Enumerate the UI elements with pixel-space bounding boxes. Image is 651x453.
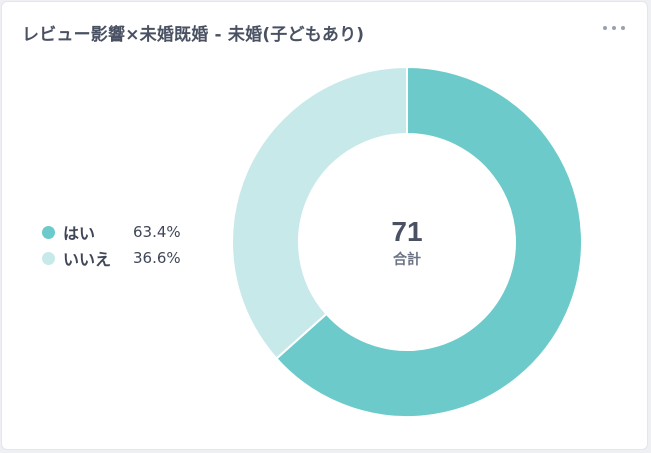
legend-dot-yes (42, 225, 55, 239)
center-total-label: 合計 (393, 251, 421, 268)
legend-value: 36.6% (133, 249, 181, 267)
legend-label: はい (63, 224, 96, 243)
donut-slice-no[interactable] (231, 65, 408, 360)
more-dot (603, 26, 607, 30)
legend-dot-no (42, 251, 55, 265)
donut-slices (231, 65, 583, 418)
center-total: 71 (391, 216, 422, 247)
legend-label: いいえ (63, 250, 112, 269)
legend-value: 63.4% (133, 223, 181, 241)
more-dot (612, 26, 616, 30)
donut-slice-yes[interactable] (275, 65, 583, 418)
more-options-icon[interactable] (603, 18, 625, 38)
chart-title: レビュー影響×未婚既婚 - 未婚(子どもあり) (22, 25, 365, 45)
chart-legend: はい 63.4% いいえ 36.6% (42, 220, 181, 272)
legend-item-yes[interactable]: はい 63.4% (42, 220, 181, 244)
legend-item-no[interactable]: いいえ 36.6% (42, 246, 181, 270)
more-dot (621, 26, 625, 30)
